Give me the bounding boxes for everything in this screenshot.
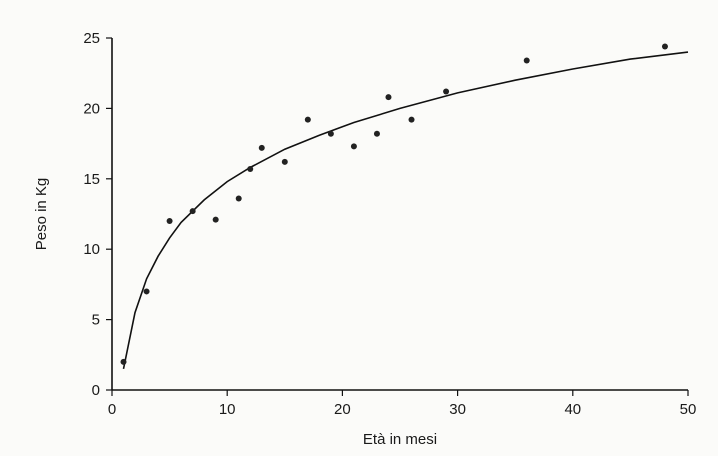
y-tick-label: 15 [83,171,100,188]
axes [111,38,688,391]
data-point [258,144,265,151]
data-point [247,165,254,172]
x-tick-label: 50 [680,401,697,418]
data-point [189,208,196,215]
x-tick-label: 30 [449,401,466,418]
data-point [523,57,530,64]
data-point [350,143,357,150]
x-axis-title: Età in mesi [363,431,437,448]
x-tick-label: 10 [219,401,236,418]
y-tick-label: 25 [83,30,100,47]
data-point [304,116,311,123]
y-tick-label: 5 [92,312,100,329]
y-tick-label: 0 [92,382,100,399]
data-point [385,94,392,101]
x-tick-label: 40 [564,401,581,418]
data-point [408,116,415,123]
data-point [281,158,288,165]
fitted-curve [122,51,689,370]
y-tick-label: 20 [83,100,100,117]
x-tick-label: 0 [108,401,116,418]
ticks: 0 10 20 30 40 50 0 5 10 15 20 25 [83,30,696,418]
data-point [235,195,242,202]
data-point [373,130,380,137]
data-point [661,43,668,50]
data-point [443,88,450,95]
data-point [120,358,127,365]
data-points [120,43,668,365]
x-tick-label: 20 [334,401,351,418]
y-tick-label: 10 [83,241,100,258]
data-point [212,216,219,223]
y-axis-title: Peso in Kg [33,178,50,251]
data-point [327,130,334,137]
data-point [143,288,150,295]
data-point [166,218,173,225]
